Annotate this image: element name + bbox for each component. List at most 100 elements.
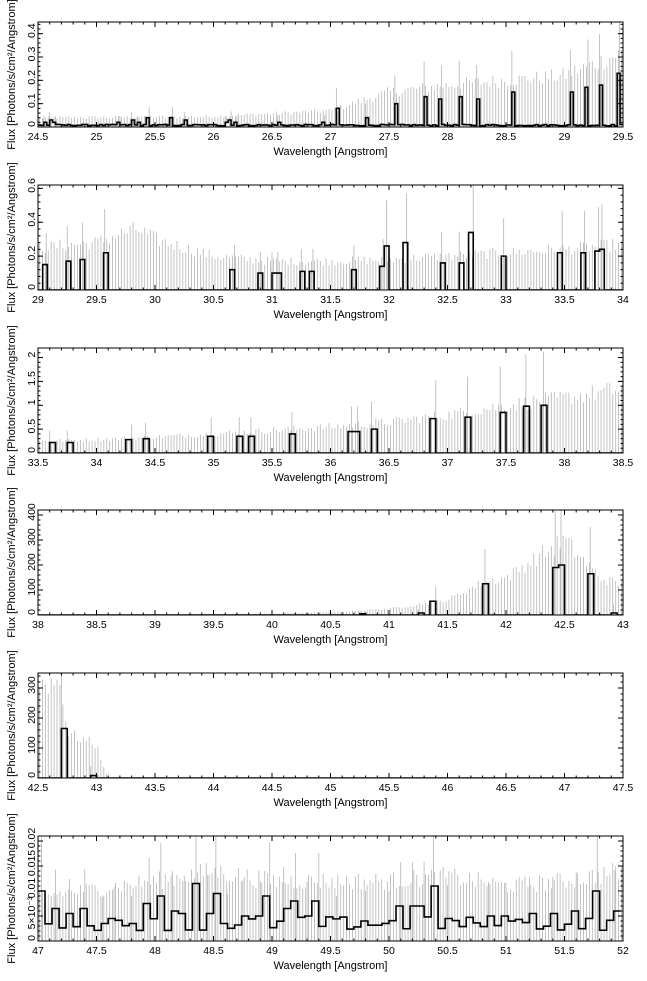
flux-step-line (38, 727, 623, 778)
y-tick-label: 0.3 (26, 47, 38, 62)
x-tick-label: 46.5 (496, 782, 517, 794)
x-tick-label: 39.5 (203, 619, 224, 631)
y-axis: 0 100 200 300 400 (26, 503, 623, 616)
x-tick-label: 47.5 (613, 782, 634, 794)
x-tick-label: 45 (325, 782, 337, 794)
x-axis: 24.5 25 25.5 26 26.5 27 27.5 28 28.5 29 29.5 (28, 22, 633, 143)
x-axis: 47 47.5 48 48.5 49 49.5 50 50.5 51 51.5 52 (32, 836, 629, 957)
x-tick-label: 42.5 (28, 782, 49, 794)
y-tick-label: 0.4 (26, 212, 38, 227)
x-tick-label: 27.5 (379, 131, 400, 143)
y-tick-label: 1 (26, 399, 38, 405)
x-axis-label: Wavelength [Angstrom] (274, 634, 388, 646)
plot-frame (37, 672, 624, 779)
x-tick-label: 37 (442, 457, 454, 469)
error-bars (39, 22, 622, 127)
x-tick-label: 47 (32, 945, 44, 957)
x-tick-label: 52 (617, 945, 629, 957)
x-tick-label: 24.5 (28, 131, 49, 143)
x-tick-label: 39 (149, 619, 161, 631)
error-bars (39, 673, 108, 778)
flux-step-line (38, 564, 623, 615)
y-axis-label: Flux [Photons/s/cm²/Angstrom] (6, 813, 18, 963)
x-tick-label: 32.5 (437, 294, 458, 306)
x-tick-label: 42 (500, 619, 512, 631)
x-tick-label: 47 (559, 782, 571, 794)
y-axis-label: Flux [Photons/s/cm²/Angstrom] (6, 0, 18, 150)
y-tick-label: 300 (26, 528, 38, 546)
x-axis-label: Wavelength [Angstrom] (274, 797, 388, 809)
x-tick-label: 49 (266, 945, 278, 957)
x-tick-label: 36.5 (379, 457, 400, 469)
plot-area (38, 185, 623, 290)
plot-frame (37, 184, 624, 291)
x-tick-label: 28.5 (496, 131, 517, 143)
panel-3: 33.5 34 34.5 35 35.5 36 36.5 37 37.5 38 38.5 0 0.5 1 1… (6, 325, 633, 484)
plot-area (38, 351, 623, 453)
error-bars (39, 510, 622, 615)
y-tick-label: 0.6 (26, 178, 38, 193)
x-tick-label: 30.5 (203, 294, 224, 306)
x-axis-label: Wavelength [Angstrom] (274, 309, 388, 321)
x-tick-label: 47.5 (86, 945, 107, 957)
x-tick-label: 34.5 (145, 457, 166, 469)
x-tick-label: 46 (442, 782, 454, 794)
x-axis: 33.5 34 34.5 35 35.5 36 36.5 37 37.5 38 38.5 (28, 348, 634, 469)
plot-area (38, 673, 623, 778)
y-axis: 0 0.2 0.4 0.6 (26, 178, 623, 291)
plot-area (38, 836, 622, 941)
y-tick-label: 100 (26, 736, 38, 754)
x-tick-label: 29 (559, 131, 571, 143)
x-tick-label: 37.5 (496, 457, 517, 469)
y-tick-label: 100 (26, 578, 38, 596)
y-tick-label: 400 (26, 503, 38, 521)
panel-6: 47 47.5 48 48.5 49 49.5 50 50.5 51 51.5 5205×10⁻³0… (6, 813, 629, 972)
y-tick-label: 0 (26, 935, 38, 941)
x-tick-label: 41 (383, 619, 395, 631)
x-tick-label: 35 (208, 457, 220, 469)
y-tick-label: 0.01 (26, 878, 38, 899)
y-tick-label: 0 (26, 284, 38, 290)
x-axis-label: Wavelength [Angstrom] (274, 146, 388, 158)
x-axis: 29 29.5 30 30.5 31 31.5 32 32.5 33 33.5 34 (32, 185, 629, 306)
x-tick-label: 48.5 (203, 945, 224, 957)
x-tick-label: 29 (32, 294, 44, 306)
x-tick-label: 25 (91, 131, 103, 143)
x-tick-label: 38.5 (613, 457, 634, 469)
plot-area (38, 510, 623, 615)
x-tick-label: 43 (617, 619, 629, 631)
y-axis: 0 100 200 300 (26, 675, 623, 779)
y-tick-label: 0.1 (26, 93, 38, 108)
x-tick-label: 38 (32, 619, 44, 631)
x-tick-label: 38 (559, 457, 571, 469)
error-bars (39, 351, 622, 453)
x-tick-label: 36 (325, 457, 337, 469)
plot-frame (37, 509, 624, 616)
y-tick-label: 0.5 (26, 419, 38, 434)
y-axis-label: Flux [Photons/s/cm²/Angstrom] (6, 162, 18, 312)
x-axis: 42.5 43 43.5 44 44.5 45 45.5 46 46.5 47 47.5 (28, 673, 634, 794)
y-tick-label: 5×10⁻³ (26, 896, 38, 929)
x-tick-label: 38.5 (86, 619, 107, 631)
x-tick-label: 28 (442, 131, 454, 143)
x-tick-label: 41.5 (437, 619, 458, 631)
x-tick-label: 31.5 (320, 294, 341, 306)
x-tick-label: 44.5 (262, 782, 283, 794)
x-tick-label: 34 (91, 457, 103, 469)
x-tick-label: 25.5 (145, 131, 166, 143)
x-tick-label: 51.5 (554, 945, 575, 957)
x-tick-label: 29.5 (86, 294, 107, 306)
flux-step-line (38, 404, 623, 453)
x-tick-label: 33.5 (554, 294, 575, 306)
y-tick-label: 0.4 (26, 23, 38, 38)
y-tick-label: 200 (26, 706, 38, 724)
y-tick-label: 0.2 (26, 246, 38, 261)
y-tick-label: 0 (26, 121, 38, 127)
error-bars (39, 185, 622, 290)
x-tick-label: 44 (208, 782, 220, 794)
flux-step-line (38, 231, 623, 290)
x-tick-label: 50 (383, 945, 395, 957)
y-tick-label: 0 (26, 447, 38, 453)
